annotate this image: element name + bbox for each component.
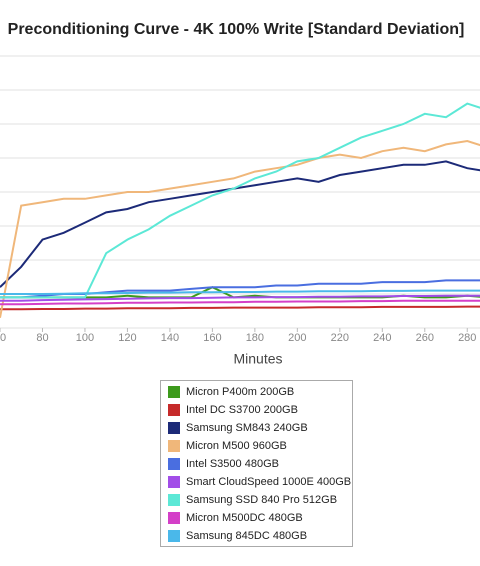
legend-label: Intel S3500 480GB — [186, 458, 279, 470]
legend-label: Samsung SM843 240GB — [186, 422, 308, 434]
legend-swatch — [168, 530, 180, 542]
x-tick-label: 100 — [76, 332, 94, 344]
x-tick-label: 80 — [36, 332, 48, 344]
series-line — [0, 294, 480, 302]
series-line — [0, 299, 480, 306]
x-tick-label: 260 — [416, 332, 434, 344]
legend-swatch — [168, 458, 180, 470]
legend-swatch — [168, 440, 180, 452]
x-axis-label: Minutes — [233, 351, 282, 367]
x-tick-label: 240 — [373, 332, 391, 344]
chart-title: Preconditioning Curve - 4K 100% Write [S… — [8, 21, 465, 38]
legend-swatch — [168, 494, 180, 506]
series-line — [0, 102, 480, 299]
x-tick-label: 180 — [246, 332, 264, 344]
x-tick-label: 220 — [331, 332, 349, 344]
series-line — [0, 289, 480, 295]
legend-label: Samsung 845DC 480GB — [186, 530, 307, 542]
legend-label: Micron M500DC 480GB — [186, 512, 303, 524]
legend-box — [160, 380, 353, 547]
series-line — [0, 279, 480, 299]
x-tick-label: 60 — [0, 332, 6, 344]
series-line — [0, 160, 480, 288]
legend-label: Intel DC S3700 200GB — [186, 404, 298, 416]
x-tick-label: 200 — [288, 332, 306, 344]
legend-swatch — [168, 422, 180, 434]
legend-label: Micron M500 960GB — [186, 440, 287, 452]
x-tick-label: 280 — [458, 332, 476, 344]
x-tick-label: 120 — [118, 332, 136, 344]
legend-label: Micron P400m 200GB — [186, 386, 294, 398]
x-tick-label: 160 — [203, 332, 221, 344]
legend-swatch — [168, 476, 180, 488]
legend-swatch — [168, 386, 180, 398]
series-line — [0, 139, 480, 318]
series-line — [0, 305, 480, 311]
legend-label: Smart CloudSpeed 1000E 400GB — [186, 476, 351, 488]
legend-label: Samsung SSD 840 Pro 512GB — [186, 494, 337, 506]
legend-swatch — [168, 404, 180, 416]
x-tick-label: 140 — [161, 332, 179, 344]
legend-swatch — [168, 512, 180, 524]
